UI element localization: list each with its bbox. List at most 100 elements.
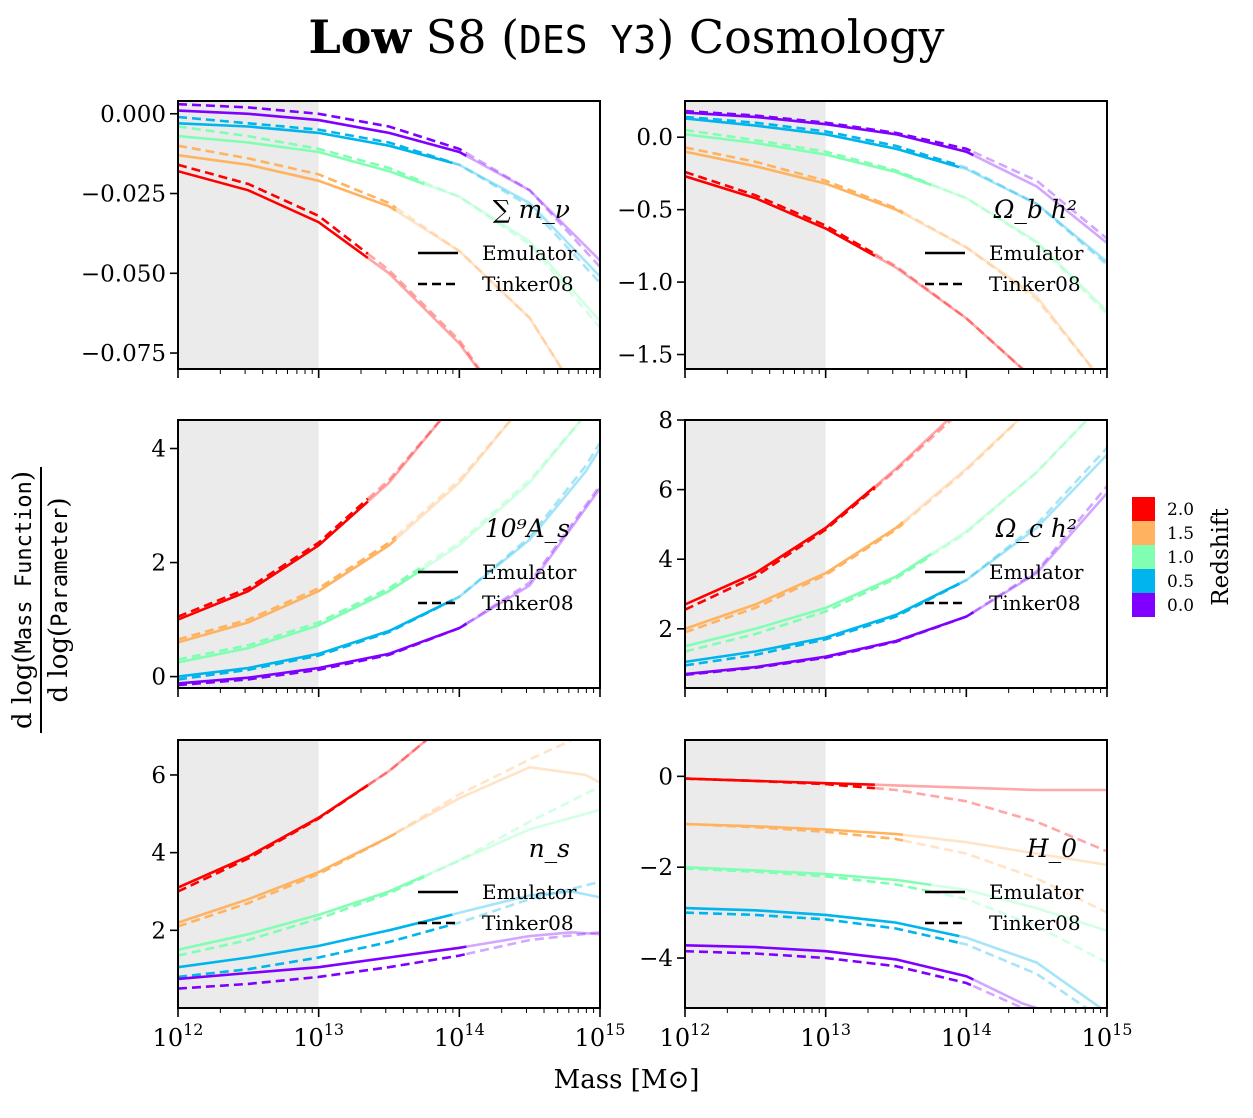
emulator-line-z1.0-faded [931,883,1107,933]
colorbar-swatch [1132,545,1155,569]
x-tick-label: 1012 [660,1020,711,1052]
tinker08-line-z2.0 [685,170,876,256]
x-tick-label: 1014 [941,1020,992,1052]
legend-emulator-label: Emulator [989,241,1084,265]
emulator-line-z2.0-faded [874,783,1107,792]
tinker08-line-z2.0-faded [367,252,481,369]
emulator-line-z0.5 [178,913,453,969]
emulator-line-z2.0 [685,777,875,786]
tinker08-line-z0.0 [178,102,468,155]
y-tick-label: 0 [658,764,673,790]
tinker08-line-z1.5-faded [395,206,564,369]
series-lines [178,740,600,990]
colorbar-swatch [1132,497,1155,521]
emulator-line-z1.0 [685,865,932,887]
panel-1: 0.000 −0.025 −0.050 −0.075 ∑ m_ν Emulator Tink… [81,100,601,378]
series-lines [178,420,600,687]
emulator-line-z0.0-faded [972,978,1041,1008]
shaded-region [685,420,826,688]
emulator-line-z0.5-faded [451,447,600,602]
emulator-line-z1.5 [685,521,904,631]
tinker08-line-z0.5-faded [451,161,600,284]
emulator-line-z0.0-faded [465,487,600,626]
tinker08-line-z2.0-faded [367,420,443,500]
emulator-line-z1.5-faded [902,420,1021,523]
tinker08-line-z1.5-faded [395,740,573,834]
emulator-line-z1.5 [178,832,397,924]
emulator-line-z0.0-faded [972,154,1107,245]
emulator-line-z0.0 [685,944,974,981]
tinker08-line-z1.0-faded [930,890,1107,964]
emulator-line-z1.0-faded [423,420,583,570]
tinker08-line-z0.0-faded [972,485,1107,614]
tinker08-line-z0.0 [685,109,974,154]
tinker08-line-z0.5-faded [958,446,1107,585]
tinker08-line-z0.0-faded [466,931,600,956]
panel-2: 0.0 −0.5 −1.0 −1.5 Ω_b h² Emulator Tinker08 [617,100,1108,378]
colorbar-tick-label: 2.0 [1167,500,1194,520]
tinker08-line-z1.0-faded [423,420,583,567]
tinker08-line-z1.5 [685,146,904,214]
plot-frame [177,739,601,1009]
tinker08-line-z0.0-faded [972,984,1027,1008]
parameter-label: n_s [529,834,570,863]
emulator-line-z1.0 [685,552,932,648]
tinker08-line-z1.0 [178,564,425,661]
legend-tinker08-label: Tinker08 [989,911,1081,935]
emulator-line-z0.0-faded [972,492,1107,614]
emulator-line-z2.0-faded [367,420,443,503]
emulator-line-z2.0-faded [367,256,480,369]
x-tick-label: 1015 [1082,1020,1133,1052]
emulator-line-z2.0-faded [367,740,429,787]
legend-emulator-label: Emulator [989,880,1084,904]
emulator-line-z1.0 [178,874,425,951]
emulator-line-z0.5 [178,599,453,678]
series-lines [685,777,1107,1008]
tinker08-line-z0.5-faded [958,164,1107,266]
tinker08-line-z0.0-faded [465,484,600,625]
tinker08-line-z2.0 [685,487,876,611]
emulator-line-z1.0 [178,567,425,664]
emulator-line-z1.0 [178,134,425,186]
plot-frame [684,739,1108,1009]
emulator-line-z0.5 [178,122,453,165]
colorbar-label: Redshift [1208,508,1234,606]
panel-3: 0 2 4 10⁹A_s Emulator Tinker08 [151,419,601,697]
emulator-line-z1.5 [178,538,397,644]
y-tick-label: −4 [639,946,673,972]
y-tick-label: −0.5 [617,198,673,224]
emulator-line-z2.0 [685,175,876,258]
x-tick-label: 1013 [800,1020,851,1052]
plot-frame [684,419,1108,689]
parameter-label: ∑ m_ν [493,195,570,224]
colorbar-swatch [1132,593,1155,617]
panel-4: 2 4 6 8 Ω_c h² Emulator Tinker08 [658,408,1108,697]
colorbar-tick-label: 0.0 [1167,596,1194,616]
y-tick-label: 4 [151,437,166,463]
emulator-line-z1.5-faded [395,765,600,835]
y-tick-label: −2 [639,855,673,881]
tinker08-line-z0.5-faded [451,442,600,602]
legend-tinker08-label: Tinker08 [989,591,1081,615]
legend-tinker08-label: Tinker08 [989,272,1081,296]
tinker08-line-z2.0-faded [874,786,1107,853]
emulator-line-z0.5-faded [959,934,1103,1008]
y-tick-label: −1.0 [617,270,673,296]
x-tick-label: 1014 [434,1020,485,1052]
tinker08-line-z1.0-faded [423,785,600,879]
tinker08-line-z0.0 [178,952,467,990]
y-tick-label: 6 [658,478,673,504]
series-lines [178,102,600,369]
emulator-line-z2.0-faded [874,254,1024,369]
tinker08-line-z0.5 [178,923,453,979]
tinker08-line-z2.0-faded [874,420,954,490]
emulator-line-z1.5-faded [902,833,1107,867]
plot-frame [177,100,601,370]
colorbar-swatch [1132,521,1155,545]
tinker08-line-z1.5 [178,535,397,641]
legend-tinker08-label: Tinker08 [482,591,574,615]
y-tick-label: −1.5 [617,343,673,369]
redshift-colorbar: 2.0 1.5 1.0 0.5 0.0 Redshift [1132,497,1234,617]
emulator-line-z2.0 [685,485,876,606]
